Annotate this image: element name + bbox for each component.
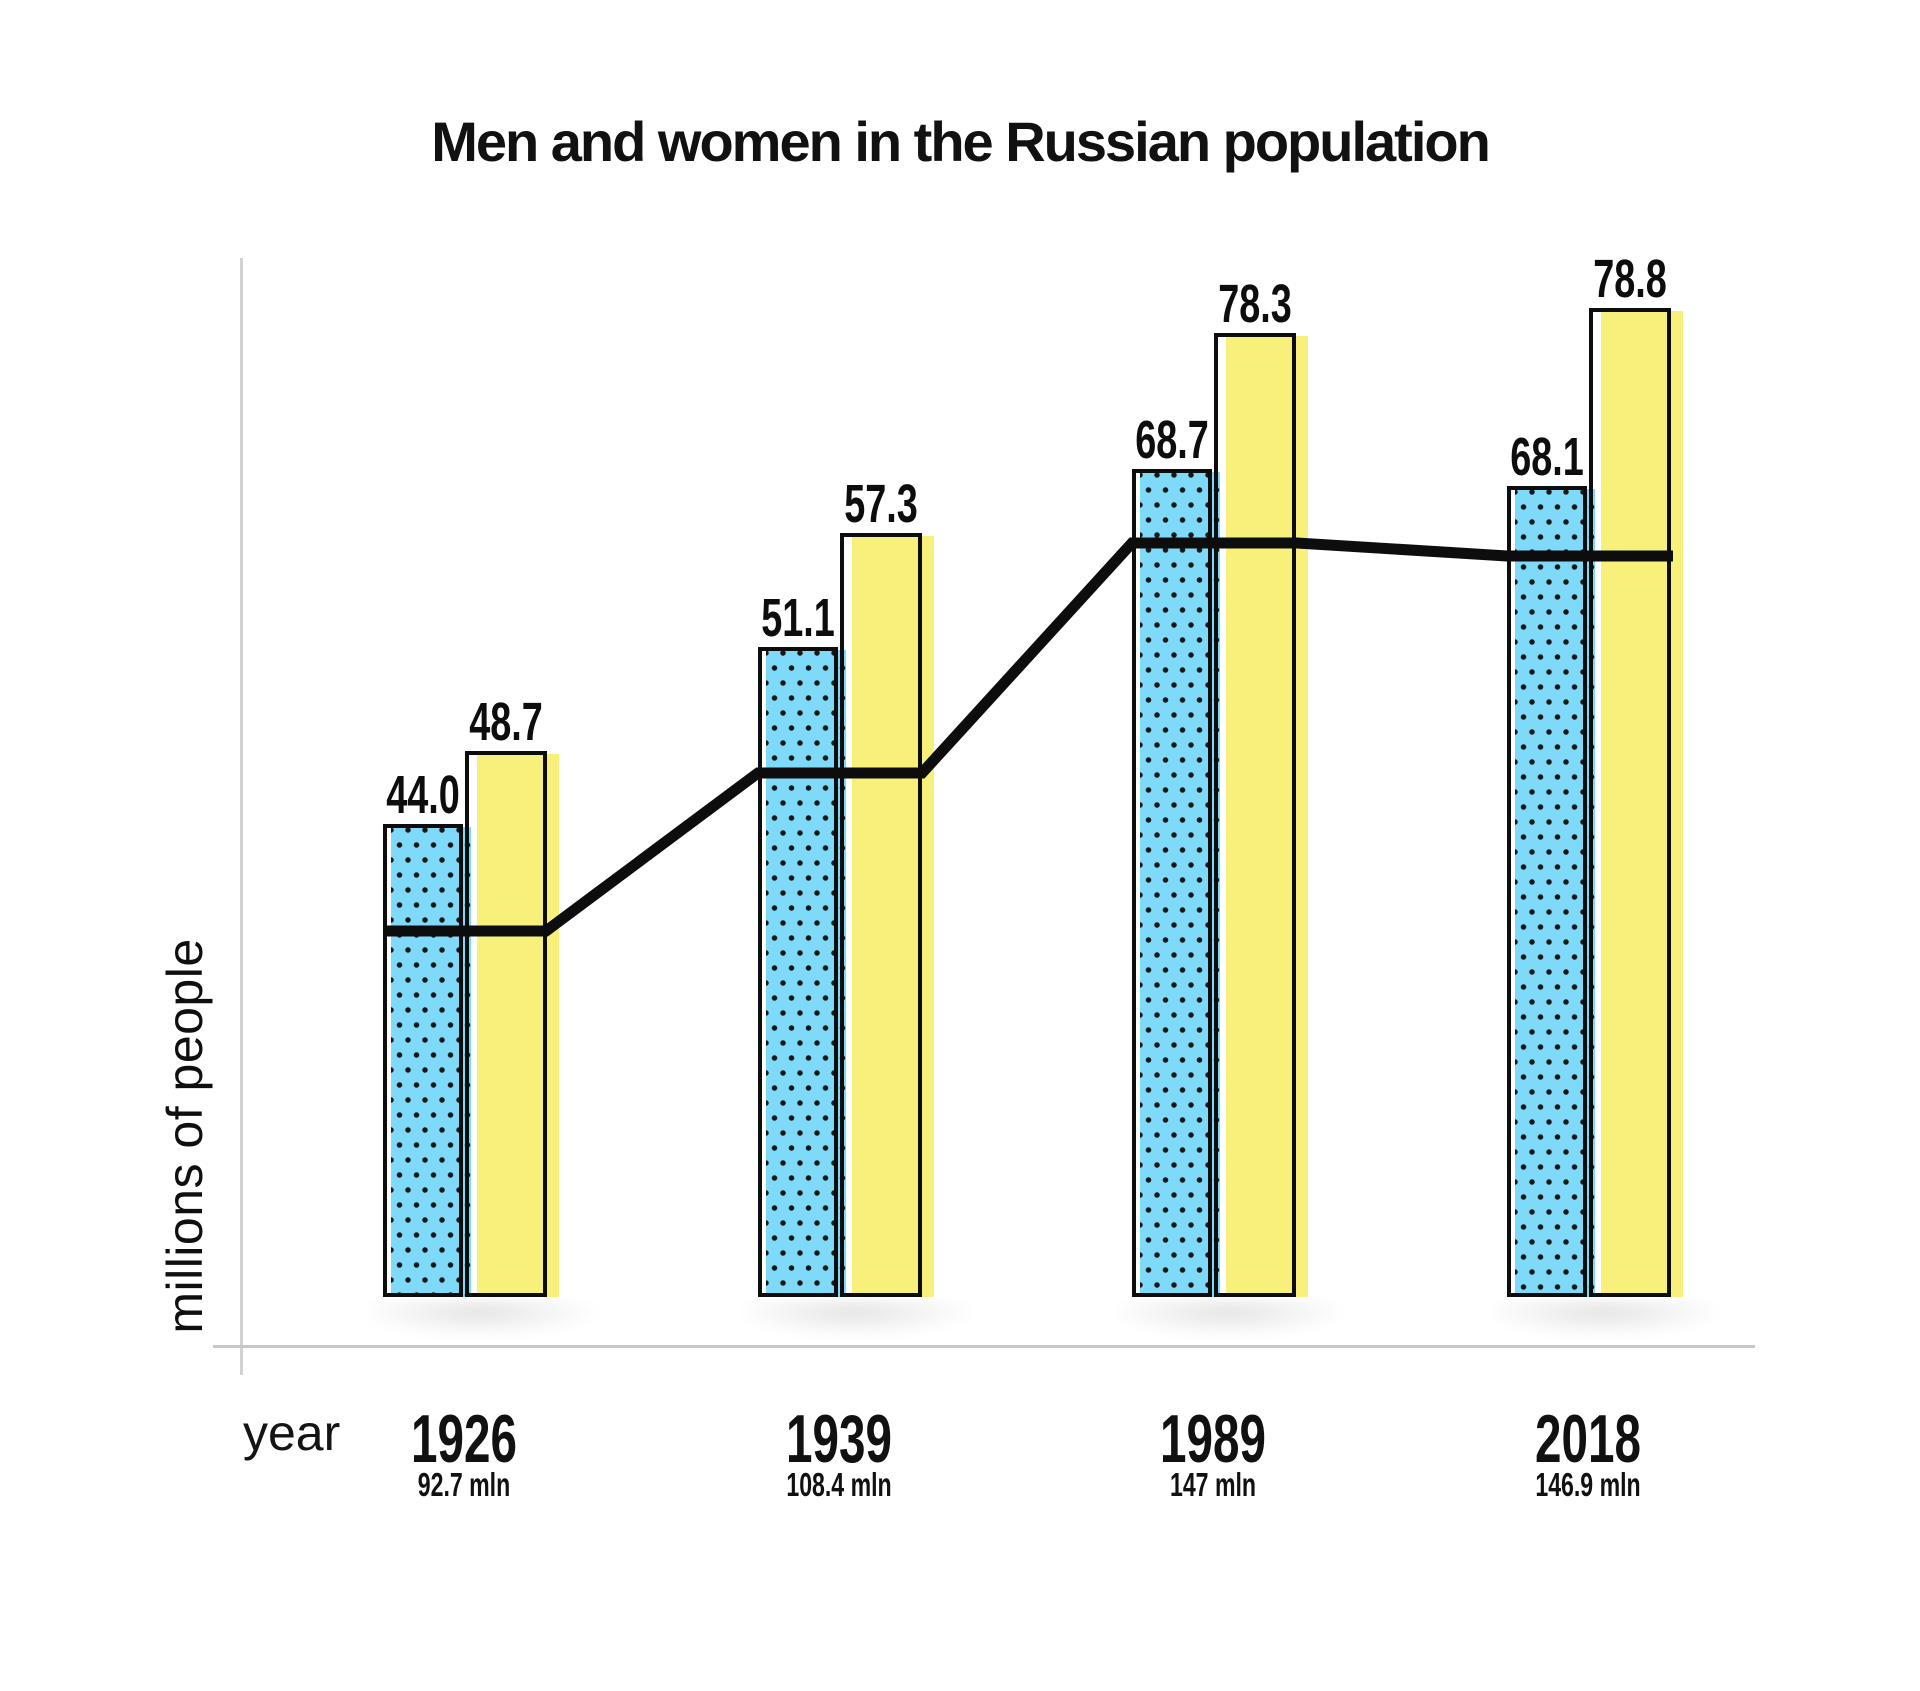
women-value-label-1939: 57.3 bbox=[844, 474, 918, 534]
total-label-1939: 108.4 mln bbox=[786, 1466, 892, 1503]
total-label-1926: 92.7 mln bbox=[417, 1466, 511, 1503]
men-value-label-1939: 51.1 bbox=[761, 588, 835, 648]
total-label-2018: 146.9 mln bbox=[1535, 1466, 1641, 1503]
x-axis-line bbox=[213, 1345, 1755, 1348]
bar-men-2018 bbox=[1507, 486, 1587, 1297]
bar-women-1989 bbox=[1214, 333, 1296, 1297]
bar-men-1989 bbox=[1132, 469, 1212, 1297]
bar-women-1939 bbox=[840, 533, 922, 1297]
bar-group-shadow bbox=[746, 1300, 986, 1340]
year-label-1989: 1989 bbox=[1160, 1401, 1266, 1477]
bar-men-1926 bbox=[383, 824, 463, 1297]
year-label-1926: 1926 bbox=[411, 1401, 517, 1477]
y-axis-label: millions of people bbox=[157, 938, 213, 1334]
year-label-1939: 1939 bbox=[786, 1401, 892, 1477]
x-axis-label: year bbox=[243, 1405, 341, 1461]
total-label-1989: 147 mln bbox=[1169, 1466, 1257, 1503]
bar-group-shadow bbox=[1120, 1300, 1360, 1340]
women-value-label-1989: 78.3 bbox=[1218, 274, 1292, 334]
men-value-label-2018: 68.1 bbox=[1510, 427, 1584, 487]
bar-group-shadow bbox=[371, 1300, 611, 1340]
women-value-label-2018: 78.8 bbox=[1593, 249, 1667, 309]
bar-men-1939 bbox=[758, 647, 838, 1297]
chart-title: Men and women in the Russian population bbox=[431, 110, 1491, 173]
y-axis-line bbox=[240, 258, 243, 1375]
women-value-label-1926: 48.7 bbox=[469, 692, 543, 752]
bar-group-shadow bbox=[1495, 1300, 1735, 1340]
men-value-label-1989: 68.7 bbox=[1135, 410, 1209, 470]
bar-women-1926 bbox=[465, 751, 547, 1297]
trend-line bbox=[383, 537, 1673, 937]
year-label-2018: 2018 bbox=[1535, 1401, 1641, 1477]
men-value-label-1926: 44.0 bbox=[386, 765, 460, 825]
